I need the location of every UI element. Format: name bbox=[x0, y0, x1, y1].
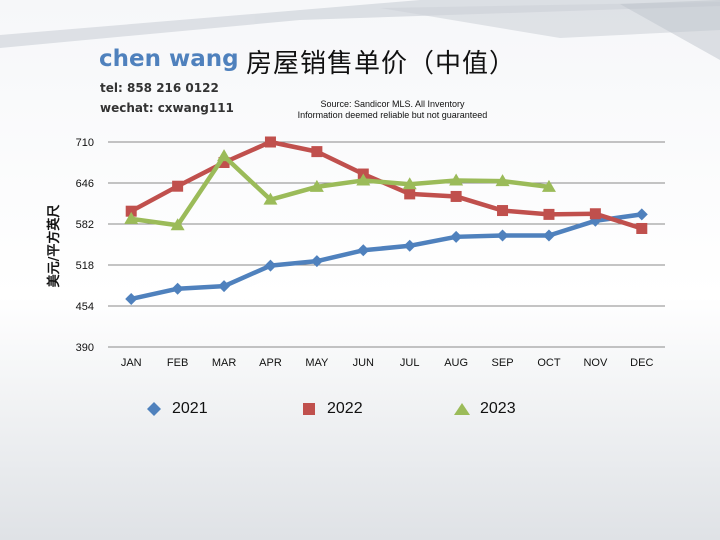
data-point bbox=[542, 229, 555, 242]
y-axis-label: 美元/平方英尺 bbox=[46, 205, 62, 288]
x-tick-label: OCT bbox=[537, 357, 561, 369]
data-point bbox=[402, 177, 417, 190]
y-tick-label: 390 bbox=[76, 342, 94, 354]
agent-wechat: wechat: cxwang111 bbox=[100, 101, 234, 115]
data-point bbox=[311, 146, 323, 158]
data-point bbox=[450, 230, 463, 243]
data-point bbox=[125, 205, 137, 217]
y-tick-labels: 390 454 518 582 646 710 bbox=[76, 137, 94, 354]
x-tick-label: JUL bbox=[400, 357, 420, 369]
triangle-icon bbox=[454, 403, 470, 415]
series-line bbox=[130, 153, 550, 228]
legend-label: 2023 bbox=[480, 400, 516, 417]
data-point bbox=[171, 282, 184, 295]
data-point bbox=[635, 208, 648, 221]
x-tick-label: APR bbox=[259, 357, 282, 369]
chart-title: 房屋销售单价（中值） bbox=[246, 49, 517, 79]
legend-label: 2021 bbox=[172, 400, 208, 417]
disclaimer-line: Information deemed reliable but not guar… bbox=[297, 110, 488, 120]
data-point bbox=[589, 208, 601, 220]
y-tick-label: 710 bbox=[76, 137, 94, 149]
y-tick-label: 582 bbox=[76, 219, 94, 231]
data-point bbox=[264, 136, 276, 148]
data-point bbox=[636, 222, 648, 234]
agent-phone: tel: 858 216 0122 bbox=[100, 81, 219, 95]
data-point bbox=[310, 255, 323, 268]
x-tick-label: JAN bbox=[121, 357, 142, 369]
decorative-swoosh bbox=[0, 0, 720, 60]
x-tick-label: FEB bbox=[167, 357, 188, 369]
data-point bbox=[450, 190, 462, 202]
data-point bbox=[125, 292, 138, 305]
data-point bbox=[403, 239, 416, 252]
data-point bbox=[218, 157, 230, 168]
x-tick-label: DEC bbox=[630, 357, 653, 369]
x-tick-label: SEP bbox=[492, 357, 514, 369]
legend-label: 2022 bbox=[327, 400, 363, 417]
data-point bbox=[496, 229, 509, 242]
agent-name: chen wang bbox=[99, 46, 239, 72]
y-tick-label: 518 bbox=[76, 260, 94, 272]
data-point bbox=[357, 244, 370, 257]
data-point bbox=[449, 173, 464, 186]
data-point bbox=[356, 173, 371, 186]
data-point bbox=[543, 208, 555, 220]
source-line: Source: Sandicor MLS. All Inventory bbox=[320, 99, 465, 109]
data-point bbox=[263, 192, 278, 205]
data-point bbox=[309, 179, 324, 192]
data-point bbox=[217, 149, 232, 162]
series-2023 bbox=[124, 149, 556, 231]
series-lines bbox=[124, 136, 648, 305]
y-tick-label: 454 bbox=[76, 301, 94, 313]
legend-item-2022: 2022 bbox=[299, 398, 363, 420]
source-note: Source: Sandicor MLS. All Inventory Info… bbox=[270, 99, 515, 121]
data-point bbox=[541, 179, 556, 192]
series-line bbox=[130, 139, 643, 231]
data-point bbox=[218, 280, 231, 293]
diamond-icon bbox=[147, 402, 161, 416]
series-line bbox=[130, 212, 643, 302]
x-tick-labels: JAN FEB MAR APR MAY JUN JUL AUG SEP OCT NOV DEC bbox=[121, 357, 654, 369]
series-2021 bbox=[125, 208, 648, 305]
data-point bbox=[170, 218, 185, 231]
x-tick-label: AUG bbox=[444, 357, 468, 369]
data-point bbox=[497, 205, 509, 217]
x-tick-label: MAR bbox=[212, 357, 237, 369]
data-point bbox=[264, 259, 277, 272]
legend-item-2023: 2023 bbox=[452, 398, 516, 420]
legend-item-2021: 2021 bbox=[144, 398, 208, 420]
x-tick-label: JUN bbox=[353, 357, 374, 369]
data-point bbox=[172, 180, 184, 192]
x-tick-label: MAY bbox=[305, 357, 329, 369]
square-icon bbox=[303, 403, 315, 415]
data-point bbox=[404, 188, 416, 200]
y-tick-label: 646 bbox=[76, 178, 94, 190]
gridlines bbox=[108, 141, 665, 348]
data-point bbox=[495, 174, 510, 187]
x-tick-label: NOV bbox=[583, 357, 608, 369]
data-point bbox=[124, 211, 139, 224]
